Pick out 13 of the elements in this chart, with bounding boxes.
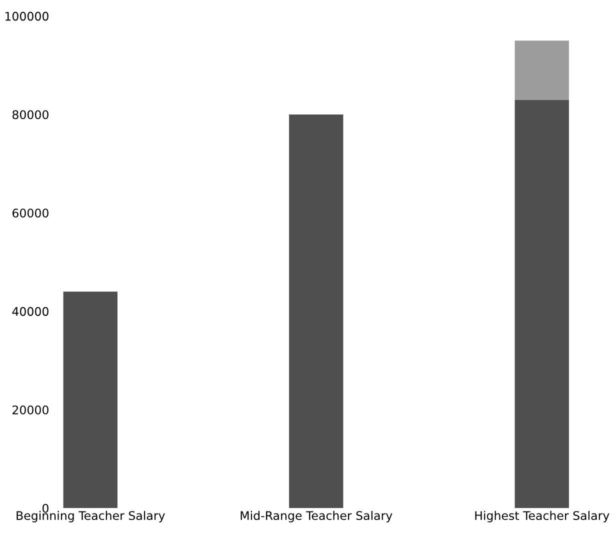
y-tick-label: 0 <box>42 504 48 513</box>
bar <box>289 114 344 508</box>
y-tick-label: 40000 <box>12 307 48 316</box>
bar <box>514 40 569 100</box>
x-tick-label: Beginning Teacher Salary <box>16 510 165 522</box>
y-tick-label: 100000 <box>5 12 48 21</box>
x-tick-label: Highest Teacher Salary <box>475 510 610 522</box>
y-tick-label: 60000 <box>12 208 48 218</box>
y-tick-label: 20000 <box>12 405 48 414</box>
bar <box>63 292 118 508</box>
x-tick-label: Mid-Range Teacher Salary <box>240 510 392 522</box>
bar <box>514 100 569 508</box>
y-tick-label: 80000 <box>12 110 48 120</box>
